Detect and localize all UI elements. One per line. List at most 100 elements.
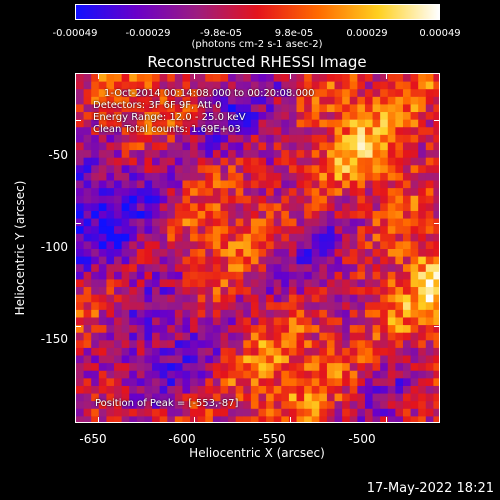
heatmap-cell (288, 233, 298, 242)
heatmap-cell (326, 355, 336, 364)
heatmap-cell (326, 309, 336, 319)
heatmap-cell (159, 302, 168, 311)
heatmap-cell (395, 134, 404, 144)
heatmap-cell (273, 142, 282, 151)
heatmap-cell (136, 157, 146, 166)
heatmap-cell (311, 370, 320, 379)
heatmap-cell (83, 203, 92, 212)
heatmap-cell (342, 325, 351, 334)
heatmap-cell (235, 363, 244, 372)
heatmap-cell (228, 294, 237, 303)
heatmap-cell (121, 165, 130, 174)
heatmap-cell (83, 408, 92, 417)
heatmap-cell (364, 81, 374, 90)
heatmap-cell (433, 309, 439, 319)
heatmap-cell (235, 378, 244, 387)
heatmap-cell (364, 104, 374, 113)
heatmap-cell (334, 210, 343, 220)
heatmap-cell (228, 287, 237, 296)
heatmap-cell (228, 104, 237, 113)
heatmap-cell (258, 363, 267, 372)
heatmap-cell (144, 363, 153, 372)
heatmap-cell (235, 385, 244, 395)
heatmap-cell (349, 393, 358, 402)
heatmap-cell (273, 96, 282, 106)
heatmap-cell (364, 218, 374, 227)
heatmap-cell (402, 150, 412, 159)
heatmap-cell (190, 340, 199, 349)
heatmap-cell (425, 241, 434, 250)
heatmap-cell (334, 287, 343, 296)
heatmap-cell (114, 302, 123, 311)
heatmap-cell (106, 188, 115, 197)
heatmap-cell (296, 203, 305, 212)
heatmap-cell (304, 127, 313, 136)
heatmap-cell (159, 157, 168, 166)
heatmap-cell (387, 370, 396, 379)
heatmap-cell (425, 203, 434, 212)
heatmap-cell (243, 249, 252, 258)
heatmap-cell (410, 287, 419, 296)
heatmap-cell (129, 401, 138, 410)
heatmap-cell (114, 74, 123, 83)
heatmap-cell (235, 81, 244, 90)
heatmap-cell (258, 203, 267, 212)
heatmap-cell (190, 325, 199, 334)
heatmap-cell (402, 89, 412, 98)
heatmap-cell (129, 112, 138, 121)
heatmap-cell (372, 157, 381, 166)
heatmap-cell (357, 203, 366, 212)
clean-counts-annotation: Clean Total counts: 1.69E+03 (93, 124, 241, 135)
heatmap-cell (159, 279, 168, 288)
heatmap-cell (326, 142, 336, 151)
heatmap-cell (228, 385, 237, 395)
heatmap-cell (258, 233, 267, 242)
heatmap-cell (159, 294, 168, 303)
heatmap-cell (334, 188, 343, 197)
heatmap-cell (182, 195, 191, 204)
heatmap-cell (387, 340, 396, 349)
heatmap-cell (91, 264, 100, 273)
heatmap-cell (387, 218, 396, 227)
heatmap-cell (402, 332, 412, 341)
heatmap-cell (235, 347, 244, 357)
heatmap-cell (212, 150, 222, 159)
heatmap-cell (121, 112, 130, 121)
heatmap-cell (205, 127, 214, 136)
heatmap-cell (288, 363, 298, 372)
heatmap-cell (136, 332, 146, 341)
heatmap-cell (152, 279, 161, 288)
heatmap-cell (349, 210, 358, 220)
heatmap-cell (228, 332, 237, 341)
heatmap-cell (296, 363, 305, 372)
heatmap-cell (281, 385, 290, 395)
heatmap-cell (182, 134, 191, 144)
heatmap-cell (425, 264, 434, 273)
heatmap-cell (258, 378, 267, 387)
heatmap-cell (410, 340, 419, 349)
heatmap-cell (152, 188, 161, 197)
heatmap-cell (258, 385, 267, 395)
heatmap-cell (212, 408, 222, 417)
heatmap-cell (266, 355, 275, 364)
heatmap-cell (243, 378, 252, 387)
heatmap-cell (387, 317, 396, 326)
heatmap-cell (250, 233, 260, 242)
heatmap-cell (342, 393, 351, 402)
heatmap-cell (387, 226, 396, 235)
heatmap-cell (326, 401, 336, 410)
heatmap-cell (228, 370, 237, 379)
heatmap-cell (197, 271, 206, 281)
heatmap-cell (98, 279, 108, 288)
heatmap-cell (174, 264, 184, 273)
heatmap-cell (296, 332, 305, 341)
heatmap-cell (326, 81, 336, 90)
heatmap-cell (380, 127, 389, 136)
heatmap-cell (304, 287, 313, 296)
heatmap-cell (136, 393, 146, 402)
heatmap-cell (387, 112, 396, 121)
heatmap-cell (114, 195, 123, 204)
heatmap-cell (342, 249, 351, 258)
heatmap-cell (304, 89, 313, 98)
heatmap-cell (273, 363, 282, 372)
